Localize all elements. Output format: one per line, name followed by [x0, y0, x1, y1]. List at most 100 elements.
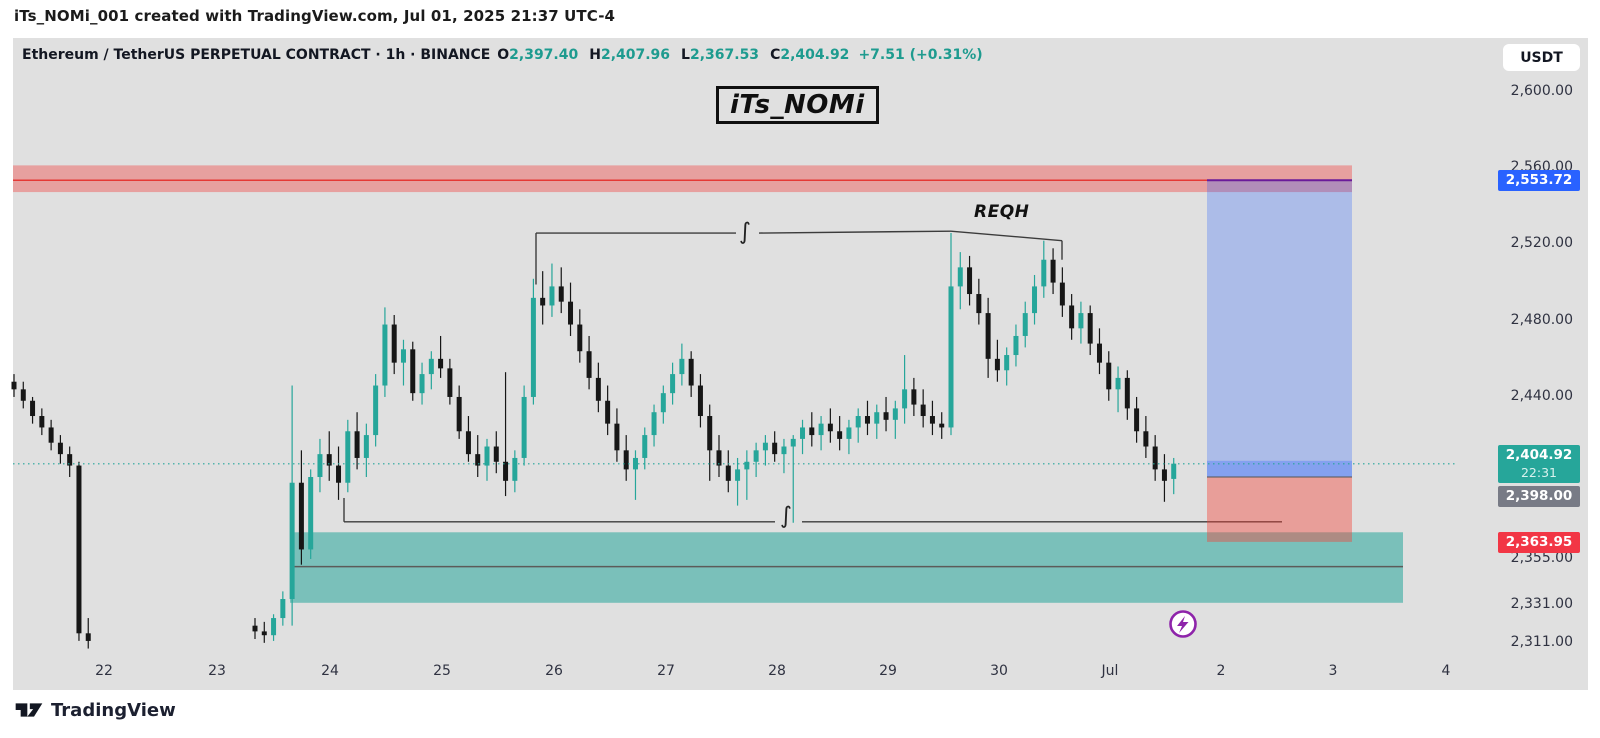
candle-up [317, 454, 323, 478]
candle-down [410, 349, 416, 394]
candle-up [1032, 286, 1038, 314]
currency-toggle-button[interactable]: USDT [1503, 44, 1580, 71]
candle-down [30, 400, 36, 417]
candle-down [1134, 408, 1140, 432]
candle-down [1161, 469, 1167, 481]
tradingview-logo-text: TradingView [51, 699, 176, 721]
time-tick-label: 29 [879, 663, 897, 679]
candle-down [595, 377, 601, 401]
candle-down [586, 351, 592, 378]
candle-down [465, 431, 471, 455]
position-profit-zone [1207, 180, 1352, 478]
demand-zone [290, 532, 1403, 603]
close-value: 2,404.92 [780, 47, 850, 63]
candle-down [48, 427, 54, 443]
candle-up [1041, 259, 1047, 287]
integral-annotation-top: ∫ [739, 219, 751, 245]
candle-up [892, 408, 898, 420]
resistance-zone [13, 165, 1352, 193]
candle-up [428, 358, 434, 375]
price-tick-label: 2,311.00 [1510, 633, 1573, 650]
candle-down [920, 404, 926, 417]
candle-down [326, 454, 332, 466]
candle-up [373, 385, 379, 436]
tradingview-logo[interactable]: TradingView [14, 699, 176, 721]
time-tick-label: 3 [1328, 663, 1338, 679]
candle-up [1004, 355, 1010, 371]
entry-price-badge: 2,398.00 [1498, 485, 1580, 507]
lightning-icon [1169, 610, 1197, 638]
candle-down [827, 423, 833, 432]
candle-up [419, 374, 425, 394]
candle-up [818, 423, 824, 436]
integral-annotation-bottom: ∫ [780, 503, 792, 529]
price-tick-label: 2,355.00 [1510, 549, 1573, 566]
candle-up [1013, 335, 1019, 356]
time-tick-label: 4 [1441, 663, 1451, 679]
candle-down [540, 297, 546, 306]
candle-up [1078, 313, 1084, 329]
price-tick-label: 2,480.00 [1510, 311, 1573, 328]
stop-price-badge: 2,363.95 [1498, 531, 1580, 553]
candle-down [85, 633, 91, 641]
symbol-title[interactable]: Ethereum / TetherUS PERPETUAL CONTRACT ·… [22, 47, 491, 63]
time-tick-label: 22 [95, 663, 113, 679]
price-tick-label: 2,331.00 [1510, 595, 1573, 612]
attribution-bar: iTs_NOMi_001 created with TradingView.co… [14, 7, 615, 25]
time-tick-label: 24 [321, 663, 339, 679]
candle-down [614, 423, 620, 451]
candle-down [20, 389, 26, 401]
candle-down [456, 396, 462, 432]
candle-down [493, 446, 499, 462]
time-tick-label: 28 [768, 663, 786, 679]
candle-up [632, 457, 638, 470]
price-tick-label: 2,600.00 [1510, 83, 1573, 99]
watermark-box: iTs_NOMi [716, 86, 879, 124]
candle-down [261, 631, 267, 636]
price-tick-label: 2,440.00 [1510, 387, 1573, 404]
reqh-label: REQH [974, 202, 1030, 222]
candle-up [1115, 377, 1121, 390]
candle-up [753, 450, 759, 462]
candle-up [800, 427, 806, 439]
candle-down [67, 454, 73, 466]
open-value: 2,397.40 [509, 47, 579, 63]
reqh-slant-line [950, 230, 1063, 242]
candle-down [985, 313, 991, 359]
candle-down [1106, 362, 1112, 390]
candle-down [252, 625, 258, 632]
candle-down [391, 324, 397, 363]
candle-down [883, 412, 889, 420]
candle-down [57, 442, 63, 455]
candle-up [957, 267, 963, 287]
time-tick-label: 27 [657, 663, 675, 679]
candle-down [1050, 259, 1056, 283]
candle-up [271, 618, 277, 636]
candle-down [1096, 343, 1102, 363]
candle-down [605, 400, 611, 424]
watermark-text: iTs_NOMi [730, 90, 865, 120]
candle-up [790, 438, 796, 447]
candle-down [11, 381, 17, 390]
time-tick-label: 25 [433, 663, 451, 679]
candle-down [568, 301, 574, 325]
candle-down [39, 416, 45, 428]
candle-down [1152, 446, 1158, 470]
candle-down [1059, 282, 1065, 306]
candle-down [76, 465, 82, 634]
open-label: O [497, 47, 510, 63]
candle-down [336, 465, 342, 483]
candle-up [670, 374, 676, 394]
candle-down [438, 358, 444, 369]
price-tick-label: 2,520.00 [1510, 235, 1573, 252]
candle-up [781, 446, 787, 455]
candle-down [558, 286, 564, 302]
candle-down [837, 431, 843, 439]
candle-down [1069, 305, 1075, 329]
candle-down [864, 416, 870, 424]
candle-up [308, 477, 314, 550]
candle-up [382, 324, 388, 386]
candle-down [976, 294, 982, 314]
